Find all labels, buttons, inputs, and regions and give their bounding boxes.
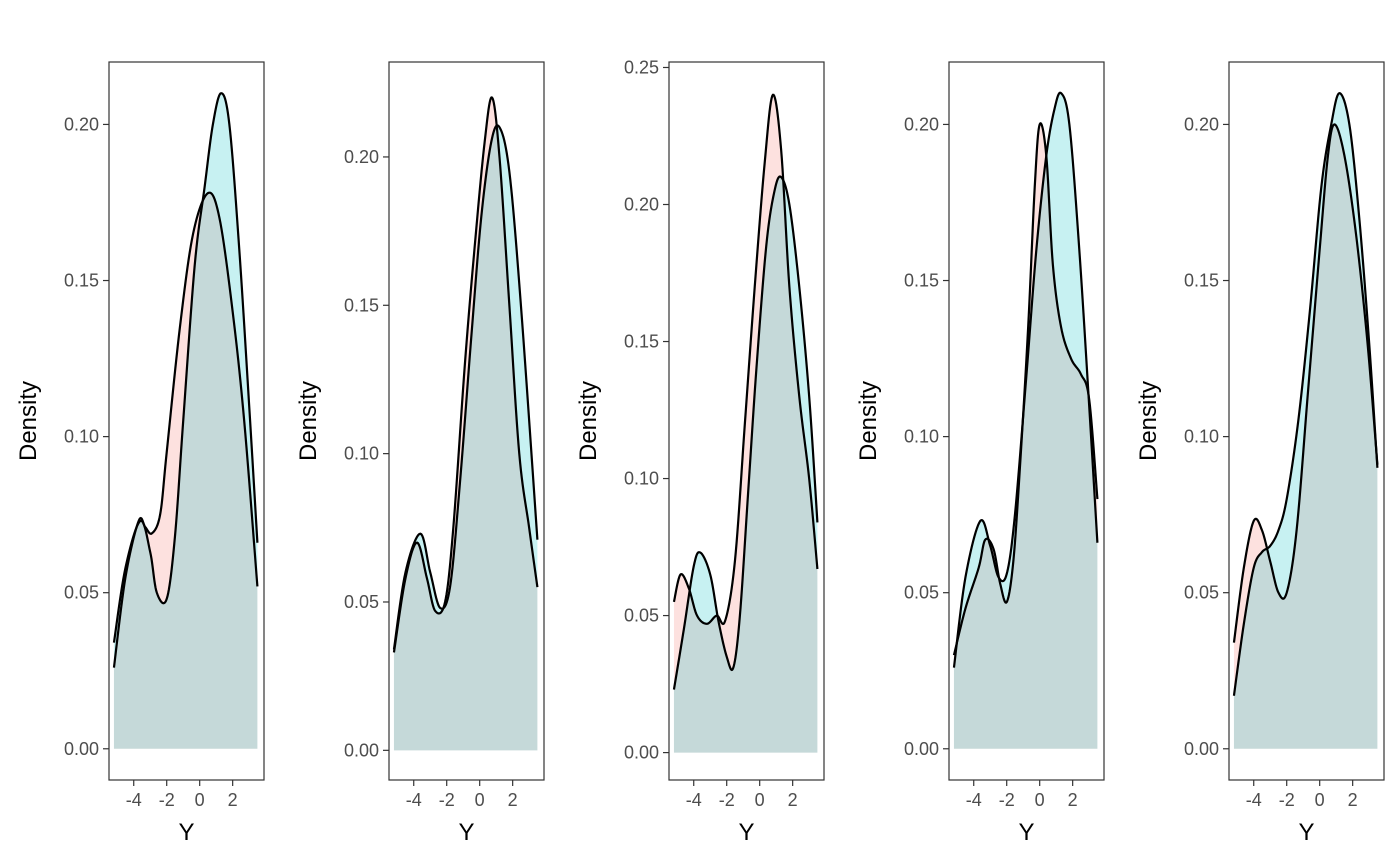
y-tick-label: 0.20 [344,147,379,167]
density-curve-2 [112,92,259,643]
y-tick-label: 0.10 [1184,427,1219,447]
y-tick-label: 0.20 [64,114,99,134]
density-curve-2 [1232,92,1379,696]
x-axis-title: Y [178,819,194,846]
panel-border [108,61,265,781]
y-tick-label: 0.00 [1184,739,1219,759]
density-area-1 [953,123,1098,749]
x-tick-label: -4 [966,790,982,810]
x-tick-label: 2 [1068,790,1078,810]
density-curve-2 [672,175,819,690]
density-panel-3: 0.00 0.05 0.10 0.15 0.20 0.25 -4 -2 0 2 Y Density [575,57,825,846]
y-tick-label: 0.00 [904,739,939,759]
x-tick-label: -4 [126,790,142,810]
density-curve-1 [952,122,1099,656]
panel-border [948,61,1105,781]
x-tick-label: -2 [719,790,735,810]
panel-border [1228,61,1385,781]
density-area-1 [1233,124,1378,749]
density-area-2 [953,92,1098,749]
x-tick-label: -4 [1246,790,1262,810]
x-tick-label: -4 [686,790,702,810]
y-tick-label: 0.05 [64,583,99,603]
density-curve-2 [952,91,1099,668]
density-area-1 [113,192,258,749]
y-tick-label: 0.10 [624,469,659,489]
y-tick-label: 0.25 [624,57,659,77]
y-tick-label: 0.15 [1184,271,1219,291]
x-tick-label: 2 [1348,790,1358,810]
density-area-2 [673,176,818,753]
x-tick-label: 0 [755,790,765,810]
x-tick-label: 2 [228,790,238,810]
x-axis-title: Y [1298,819,1314,846]
x-axis-title: Y [738,819,754,846]
x-tick-label: -4 [406,790,422,810]
y-tick-label: 0.15 [624,332,659,352]
density-curve-1 [1232,123,1379,643]
density-panel-2: 0.00 0.05 0.10 0.15 0.20 -4 -2 0 2 Y Density [295,61,545,846]
density-curve-2 [392,124,539,650]
y-axis-title: Density [855,381,882,461]
density-panel-1: 0.00 0.05 0.10 0.15 0.20 -4 -2 0 2 Y Density [15,61,265,846]
x-tick-label: 0 [195,790,205,810]
x-tick-label: -2 [999,790,1015,810]
x-tick-label: -2 [1279,790,1295,810]
y-tick-label: 0.05 [1184,583,1219,603]
y-tick-label: 0.15 [64,271,99,291]
y-axis-title: Density [575,381,602,461]
density-panel-5: 0.00 0.05 0.10 0.15 0.20 -4 -2 0 2 Y Density [1135,61,1385,846]
x-tick-label: 2 [508,790,518,810]
y-tick-label: 0.05 [344,592,379,612]
x-tick-label: 0 [1315,790,1325,810]
panel-border [388,61,545,781]
y-tick-label: 0.20 [904,114,939,134]
y-tick-label: 0.00 [64,739,99,759]
y-axis-title: Density [15,381,42,461]
density-curve-1 [672,93,819,626]
x-axis-title: Y [1018,819,1034,846]
y-tick-label: 0.00 [344,740,379,760]
x-axis-title: Y [458,819,474,846]
x-tick-label: 0 [1035,790,1045,810]
density-area-2 [113,93,258,749]
y-tick-label: 0.05 [624,606,659,626]
density-curve-1 [392,96,539,653]
density-area-2 [393,125,538,751]
density-curve-1 [112,191,259,668]
y-tick-label: 0.10 [344,444,379,464]
x-tick-label: -2 [159,790,175,810]
y-tick-label: 0.00 [624,743,659,763]
x-tick-label: -2 [439,790,455,810]
y-axis-title: Density [295,381,322,461]
y-tick-label: 0.10 [904,427,939,447]
y-axis-title: Density [1135,381,1162,461]
y-tick-label: 0.10 [64,427,99,447]
panel-border [668,61,825,781]
y-tick-label: 0.20 [1184,114,1219,134]
y-tick-label: 0.15 [344,295,379,315]
x-tick-label: 0 [475,790,485,810]
y-tick-label: 0.05 [904,583,939,603]
density-panel-4: 0.00 0.05 0.10 0.15 0.20 -4 -2 0 2 Y Density [855,61,1105,846]
y-tick-label: 0.15 [904,271,939,291]
y-tick-label: 0.20 [624,195,659,215]
x-tick-label: 2 [788,790,798,810]
